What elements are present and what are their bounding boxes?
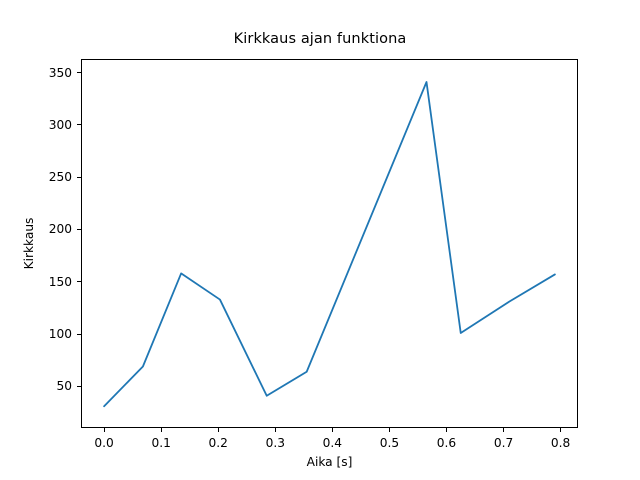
x-axis-label: Aika [s] (306, 455, 353, 469)
y-tick-label: 100 (48, 327, 72, 342)
x-tick-label: 0.6 (436, 436, 457, 450)
y-tick-label: 200 (48, 222, 72, 237)
x-tick-label: 0.8 (550, 436, 571, 450)
x-tick-mark (331, 428, 333, 432)
x-tick-mark (445, 428, 448, 432)
y-tick-label: 50 (56, 379, 72, 394)
y-tick-mark (77, 72, 81, 74)
y-tick-mark (77, 176, 81, 178)
x-tick-label: 0.7 (493, 436, 514, 450)
y-tick-mark (77, 333, 81, 335)
y-tick-mark (77, 385, 81, 387)
y-tick-mark (77, 124, 81, 126)
plot-axes-frame (81, 59, 578, 428)
x-tick-label: 0.4 (322, 436, 343, 450)
y-tick-label: 300 (48, 117, 72, 132)
chart-title: Kirkkaus ajan funktiona (233, 31, 407, 47)
x-tick-mark (388, 428, 390, 432)
y-tick-mark (77, 281, 81, 283)
x-tick-mark (502, 428, 505, 432)
x-tick-label: 0.5 (379, 436, 400, 450)
x-tick-label: 0.3 (265, 436, 285, 450)
x-tick-label: 0.0 (94, 436, 114, 450)
y-tick-mark (77, 228, 81, 231)
y-tick-label: 350 (48, 65, 72, 80)
x-tick-mark (560, 428, 562, 432)
x-tick-mark (217, 428, 219, 432)
x-tick-mark (160, 428, 162, 432)
y-axis-label: Kirkkaus (22, 217, 36, 270)
x-tick-label: 0.2 (208, 436, 228, 450)
x-tick-mark (274, 428, 276, 432)
y-tick-label: 250 (48, 170, 72, 185)
y-tick-label: 150 (48, 274, 72, 289)
x-tick-mark (103, 428, 105, 432)
x-tick-label: 0.1 (151, 436, 171, 450)
